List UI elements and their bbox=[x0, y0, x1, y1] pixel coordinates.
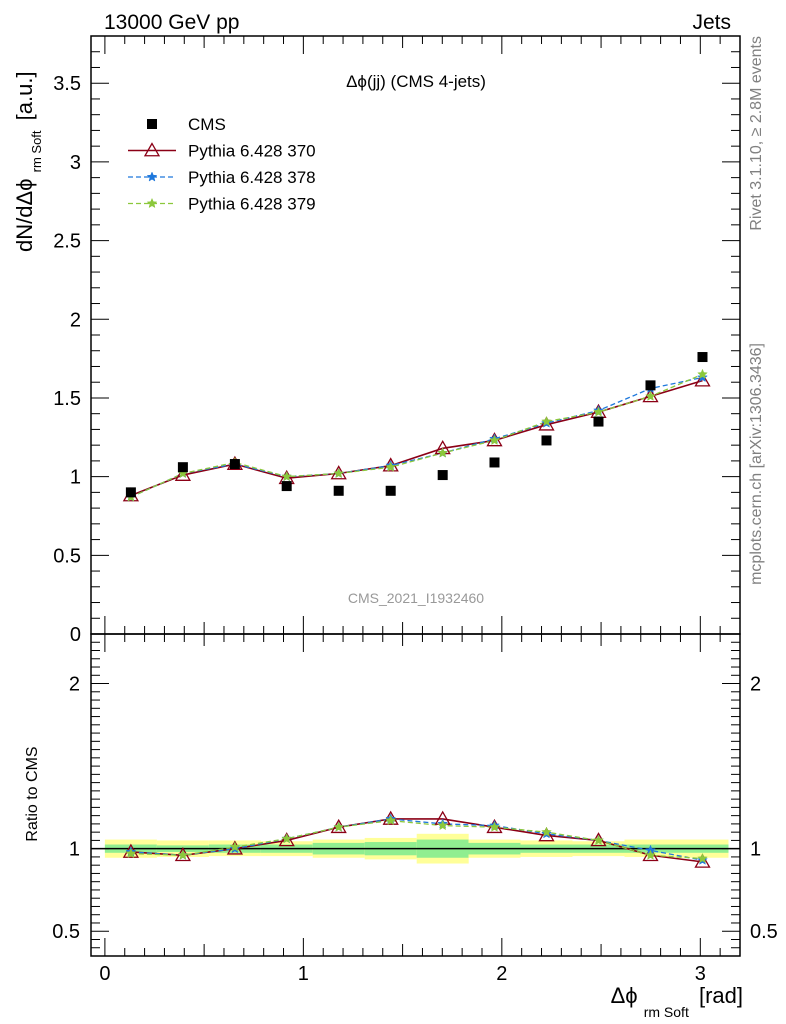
main-plot: 0 0.5 1 1.5 2 2.5 3 3.5 bbox=[53, 35, 741, 646]
data-point bbox=[489, 457, 500, 468]
ratio-plot: 0.5 0.5 1 1 2 2 0 1 2 3 bbox=[52, 633, 778, 985]
series-line bbox=[130, 376, 703, 498]
y-tick-label: 3.5 bbox=[53, 73, 81, 95]
y-tick-label: 0 bbox=[70, 624, 81, 646]
x-axis-label: Δϕ bbox=[611, 983, 638, 1008]
data-point bbox=[437, 447, 449, 458]
data-point bbox=[538, 416, 555, 431]
ratio-y-tick-label: 1 bbox=[69, 839, 80, 861]
y-tick-label: 1 bbox=[70, 467, 81, 489]
data-point bbox=[489, 821, 500, 832]
series-line bbox=[130, 379, 703, 497]
data-point bbox=[146, 171, 158, 182]
x-tick-label: 2 bbox=[496, 963, 507, 985]
x-axis-unit: [rad] bbox=[699, 983, 743, 1008]
x-tick-label: 3 bbox=[695, 963, 706, 985]
mcplots-label: mcplots.cern.ch [arXiv:1306.3436] bbox=[748, 343, 765, 585]
data-point bbox=[143, 142, 161, 157]
ratio-y-tick-label-right: 1 bbox=[750, 839, 761, 861]
ratio-y-tick-label-right: 2 bbox=[750, 674, 761, 696]
ratio-frame bbox=[90, 633, 741, 957]
data-point bbox=[333, 467, 345, 479]
data-point bbox=[593, 406, 604, 417]
legend-label: Pythia 6.428 370 bbox=[188, 142, 316, 161]
y-axis-sub: rm Soft bbox=[29, 130, 44, 172]
data-point bbox=[125, 847, 137, 859]
data-point bbox=[177, 462, 188, 473]
data-point bbox=[177, 849, 189, 860]
data-point bbox=[645, 380, 656, 391]
header-right: Jets bbox=[692, 11, 731, 34]
analysis-label: CMS_2021_I1932460 bbox=[348, 590, 484, 606]
data-point bbox=[229, 459, 240, 470]
data-point bbox=[697, 852, 708, 864]
x-axis-sub: rm Soft bbox=[644, 1004, 689, 1020]
data-point bbox=[146, 197, 158, 209]
y-axis-unit: [a.u.] bbox=[12, 71, 37, 120]
y-tick-label: 3 bbox=[70, 152, 81, 174]
data-point bbox=[593, 416, 604, 427]
data-point bbox=[281, 481, 292, 492]
svg-text:dN/dΔϕ rm Soft [a.: dN/dΔϕ rm Soft [a.u.] bbox=[12, 71, 46, 252]
ratio-y-tick-label-right: 0.5 bbox=[750, 921, 778, 943]
ratio-y-tick-label: 2 bbox=[69, 674, 80, 696]
y-tick-label: 2 bbox=[70, 309, 81, 331]
data-point bbox=[125, 487, 136, 498]
data-point bbox=[281, 833, 293, 844]
y-tick-label: 0.5 bbox=[53, 545, 81, 567]
legend-entry: Pythia 6.428 370 bbox=[128, 142, 316, 161]
y-axis-label: dN/dΔϕ bbox=[12, 179, 37, 253]
data-point bbox=[437, 470, 448, 481]
data-point bbox=[694, 853, 711, 868]
ratio-series bbox=[122, 810, 711, 868]
data-point bbox=[697, 368, 708, 379]
data-point bbox=[229, 841, 241, 852]
data-point bbox=[694, 372, 711, 387]
ratio-series-line bbox=[130, 818, 703, 861]
ratio-series-line bbox=[130, 819, 703, 860]
data-point bbox=[697, 371, 708, 383]
data-point bbox=[541, 826, 552, 837]
x-axis-title: Δϕ rm Soft [rad] bbox=[611, 983, 743, 1022]
rivet-label: Rivet 3.1.10, ≥ 2.8M events bbox=[748, 36, 765, 231]
y-axis-title: dN/dΔϕ rm Soft [a.u.] bbox=[12, 71, 46, 252]
legend-entry: Pythia 6.428 379 bbox=[128, 195, 316, 214]
data-point bbox=[541, 435, 552, 446]
x-tick-label: 1 bbox=[298, 963, 309, 985]
data-point bbox=[385, 485, 396, 496]
y-tick-label: 2.5 bbox=[53, 231, 81, 253]
series-line bbox=[130, 373, 703, 498]
legend-label: Pythia 6.428 378 bbox=[188, 168, 316, 187]
legend-entry: Pythia 6.428 378 bbox=[128, 168, 316, 187]
y-tick-label: 1.5 bbox=[53, 388, 81, 410]
data-point bbox=[385, 461, 397, 472]
data-point bbox=[333, 821, 345, 832]
ratio-y-tick-label: 0.5 bbox=[52, 921, 80, 943]
data-point bbox=[541, 415, 552, 427]
legend-label: Pythia 6.428 379 bbox=[188, 195, 316, 214]
legend: CMS Pythia 6.428 370 Pythia 6.428 378 Pythi… bbox=[128, 115, 316, 214]
data-point bbox=[489, 434, 500, 446]
data-point bbox=[645, 849, 656, 860]
main-series bbox=[122, 352, 711, 502]
main-title: Δϕ(jj) (CMS 4-jets) bbox=[346, 72, 486, 91]
legend-label: CMS bbox=[188, 115, 226, 134]
data-point bbox=[278, 832, 295, 847]
header-left: 13000 GeV pp bbox=[104, 11, 239, 34]
data-point bbox=[697, 352, 708, 363]
data-point bbox=[385, 814, 397, 826]
data-point bbox=[333, 485, 344, 496]
ratio-y-label: Ratio to CMS bbox=[24, 746, 41, 841]
data-point bbox=[281, 470, 293, 482]
legend-entry: CMS bbox=[147, 115, 226, 134]
x-tick-label: 0 bbox=[99, 963, 110, 985]
data-point bbox=[538, 827, 555, 842]
data-point bbox=[174, 466, 192, 481]
data-point bbox=[645, 390, 656, 401]
data-point bbox=[437, 819, 449, 831]
data-point bbox=[593, 834, 604, 845]
data-point bbox=[147, 119, 157, 129]
